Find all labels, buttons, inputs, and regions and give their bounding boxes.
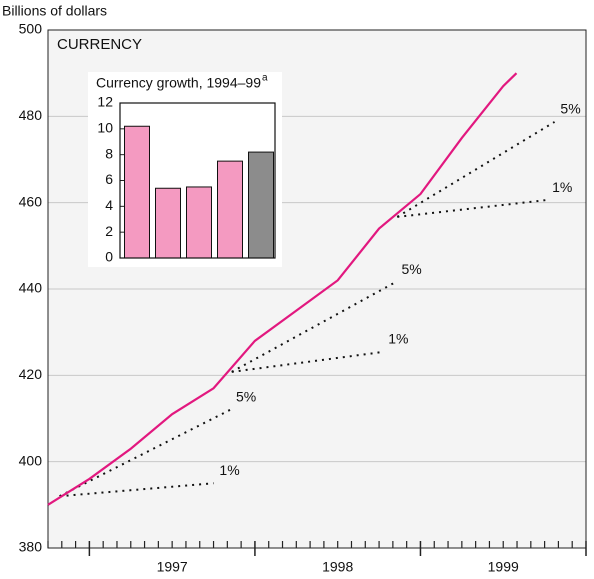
inset-title: Currency growth, 1994–99 [96, 75, 261, 91]
inset-y-tick-label: 4 [105, 197, 113, 213]
inset-title-note: a [262, 73, 268, 84]
inset-bar [124, 125, 150, 259]
y-axis-label: Billions of dollars [2, 3, 107, 19]
projection-label: 1% [552, 179, 572, 195]
panel-title: CURRENCY [57, 36, 142, 53]
inset-frame [119, 102, 276, 259]
inset-y-tick-label: 8 [105, 145, 113, 161]
inset-y-tick-label: 6 [105, 171, 113, 187]
projection-label: 5% [402, 261, 422, 277]
x-tick-label: 1999 [488, 559, 519, 575]
y-tick-label: 420 [19, 366, 43, 382]
y-tick-label: 460 [19, 193, 43, 209]
currency-line [47, 72, 518, 506]
x-tick-label: 1998 [322, 559, 353, 575]
projection-label: 5% [560, 101, 580, 117]
projection-line [231, 281, 397, 373]
inset-y-tick-label: 10 [97, 120, 113, 136]
inset-y-tick-label: 12 [97, 94, 113, 110]
y-tick-label: 500 [19, 21, 43, 37]
projection-label: 5% [236, 389, 256, 405]
y-tick-label: 480 [19, 107, 43, 123]
x-tick-label: 1997 [157, 559, 188, 575]
projection-label: 1% [388, 331, 408, 347]
inset-bar [155, 187, 181, 259]
inset-bar [217, 160, 243, 259]
y-tick-label: 400 [19, 452, 43, 468]
projection-line [396, 121, 556, 218]
y-tick-label: 380 [19, 539, 43, 555]
y-tick-label: 440 [19, 280, 43, 296]
projection-label: 1% [219, 462, 239, 478]
inset-y-tick-label: 0 [105, 249, 113, 265]
projection-line [59, 482, 214, 498]
inset-y-tick-label: 2 [105, 223, 113, 239]
projection-line [231, 351, 383, 373]
plot-frame [47, 29, 587, 549]
inset-bar [248, 151, 274, 259]
inset-bar [186, 186, 212, 259]
